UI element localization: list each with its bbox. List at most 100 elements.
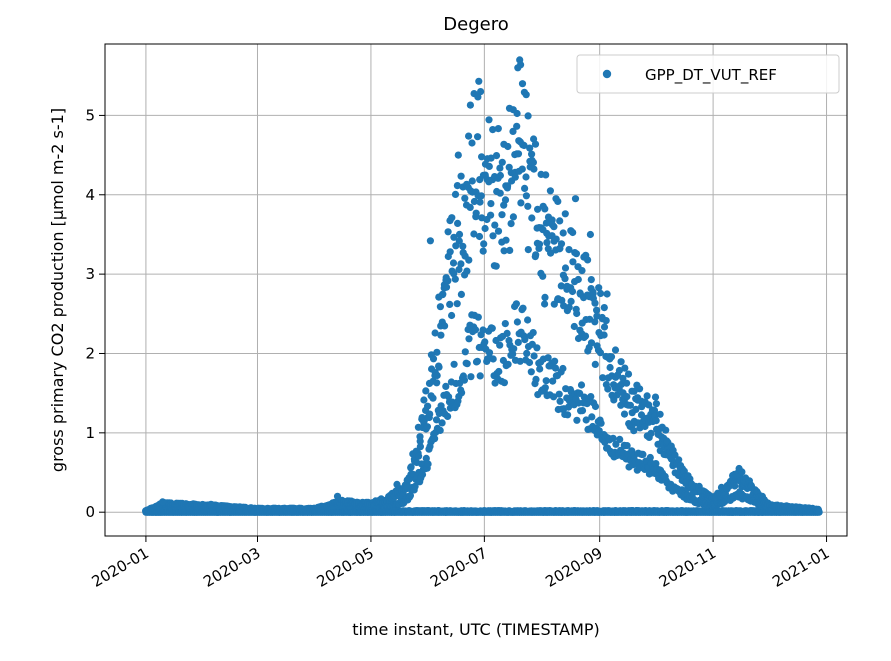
legend: GPP_DT_VUT_REF [576,54,840,94]
scatter-point [561,275,569,283]
scatter-point [584,256,592,264]
scatter-point [479,247,487,255]
scatter-point [485,162,493,170]
scatter-point [518,80,527,88]
scatter-point [541,293,549,301]
scatter-point [502,236,510,244]
scatter-point [496,189,504,197]
scatter-point [433,379,441,387]
scatter-point [491,221,499,229]
scatter-point [524,316,532,324]
scatter-point [509,213,517,221]
scatter-point [496,341,504,349]
chart-title: Degero [443,14,508,35]
scatter-point [457,260,465,268]
scatter-point [487,154,495,162]
scatter-point [529,329,537,337]
scatter-point [656,410,664,418]
scatter-point [735,464,743,473]
scatter-point [549,377,557,385]
scatter-point [474,133,482,141]
x-axis-label: time instant, UTC (TIMESTAMP) [352,620,600,639]
scatter-point [569,258,577,266]
scatter-point [534,205,542,213]
scatter-point [623,379,631,387]
scatter-point [577,381,586,389]
scatter-point [505,163,513,171]
scatter-point [422,387,430,395]
scatter-point [480,240,488,248]
scatter-point [567,297,575,305]
scatter-point [487,211,495,219]
scatter-point [564,411,572,419]
scatter-point [521,184,529,192]
scatter-point [595,284,603,292]
scatter-point [461,348,469,356]
scatter-point [496,164,504,172]
scatter-point [466,101,474,109]
scatter-point [544,354,552,362]
scatter-point [513,318,522,326]
scatter-point [568,287,577,296]
scatter-point [207,500,215,508]
scatter-point [436,426,444,434]
scatter-point [481,338,489,346]
scatter-point [516,357,524,365]
scatter-point [652,400,661,408]
scatter-point [436,303,444,311]
scatter-point [431,435,439,443]
scatter-point [450,360,458,368]
scatter-point [438,419,446,427]
scatter-point [518,165,526,173]
y-tick-label: 5 [85,106,95,124]
scatter-point [475,232,484,241]
scatter-point [652,417,660,425]
scatter-point [488,324,496,332]
scatter-point [433,348,441,356]
scatter-point [587,393,595,401]
scatter-point [501,196,510,204]
scatter-point [441,322,449,330]
scatter-point [459,242,467,250]
scatter-point [510,345,518,353]
scatter-point [429,355,438,363]
scatter-point [643,392,651,400]
scatter-point [530,352,538,360]
scatter-point [530,165,538,173]
scatter-point [507,220,515,228]
scatter-point [489,126,497,134]
scatter-point [529,158,538,166]
scatter-point [476,372,484,380]
scatter-point [453,300,461,308]
scatter-point [454,151,462,159]
scatter-point [454,219,462,227]
scatter-point [461,194,469,202]
scatter-point [623,442,631,450]
scatter-point [639,450,647,458]
y-tick-label: 0 [85,503,95,521]
scatter-point [489,355,497,363]
scatter-point [675,456,683,464]
scatter-point [539,272,547,280]
scatter-point [524,246,532,254]
scatter-point [479,326,487,334]
scatter-point [546,187,555,195]
scatter-point [435,363,443,371]
scatter-point [535,240,544,248]
scatter-point [552,235,560,243]
scatter-point [578,267,586,275]
scatter-point [550,223,558,231]
scatter-point [406,492,414,500]
scatter-point [442,382,450,390]
scatter-point [551,357,559,365]
scatter-point [578,407,587,415]
scatter-point [477,192,485,200]
scatter-point [571,195,580,203]
scatter-point [620,410,629,418]
scatter-point [503,329,511,337]
scatter-point [465,256,473,264]
scatter-point [570,322,578,331]
scatter-point [470,230,478,238]
y-axis-label: gross primary CO2 production [µmol m-2 s… [48,108,67,472]
